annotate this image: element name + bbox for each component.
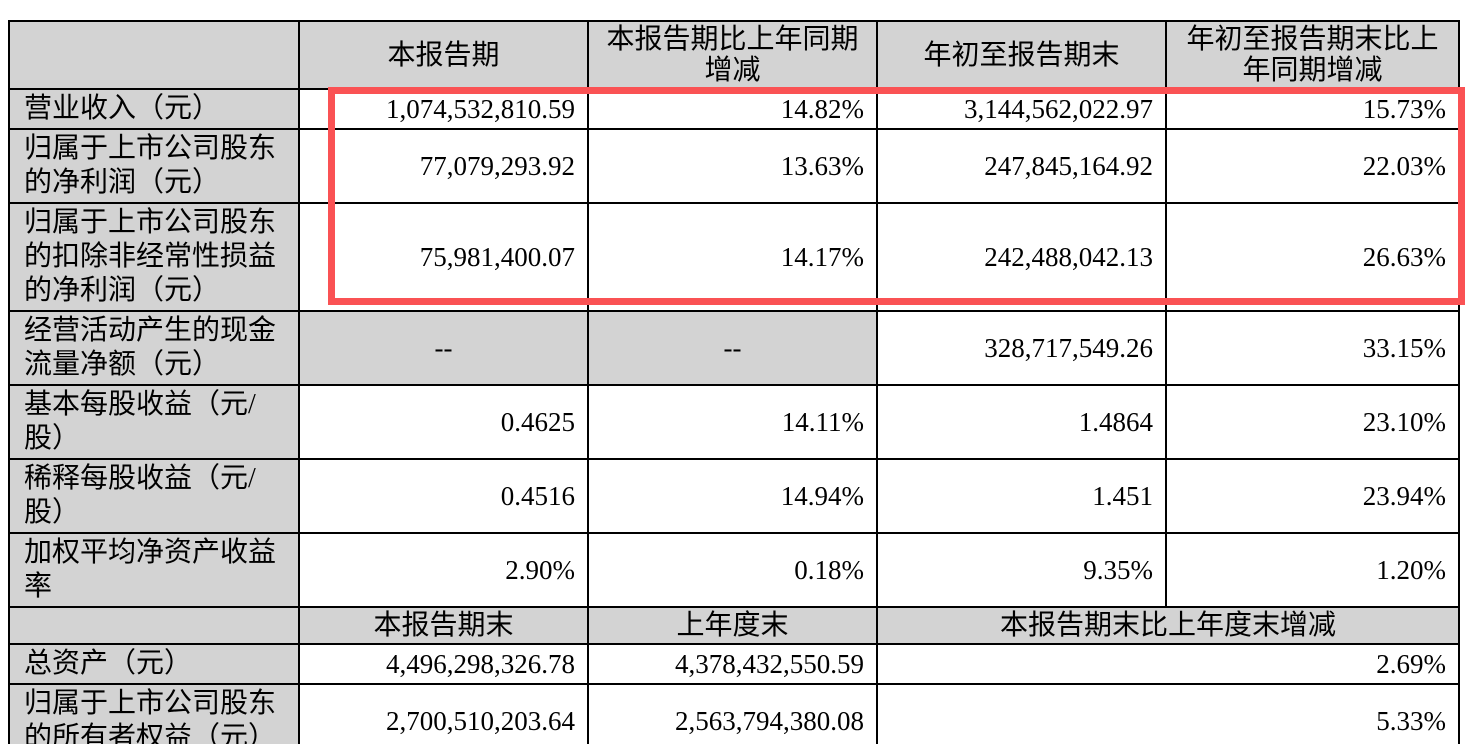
value-cell: 328,717,549.26 xyxy=(876,310,1167,386)
row-basic-eps: 基本每股收益（元/股） 0.4625 14.11% 1.4864 23.10% xyxy=(8,384,1460,460)
value-cell: 33.15% xyxy=(1165,310,1460,386)
value-cell: 1.451 xyxy=(876,458,1167,534)
value-cell: 0.4516 xyxy=(298,458,589,534)
value-cell: 23.10% xyxy=(1165,384,1460,460)
header-current-period: 本报告期 xyxy=(298,20,589,90)
row-label: 营业收入（元） xyxy=(8,88,300,130)
row-owners-equity: 归属于上市公司股东的所有者权益（元） 2,700,510,203.64 2,56… xyxy=(8,683,1460,744)
row-total-assets: 总资产（元） 4,496,298,326.78 4,378,432,550.59… xyxy=(8,643,1460,685)
header-row-period-end: 本报告期末 上年度末 本报告期末比上年度末增减 xyxy=(8,606,1460,645)
row-net-profit: 归属于上市公司股东的净利润（元） 77,079,293.92 13.63% 24… xyxy=(8,128,1460,204)
value-cell: 4,496,298,326.78 xyxy=(298,643,589,685)
value-cell: 14.17% xyxy=(587,202,878,312)
row-label: 总资产（元） xyxy=(8,643,300,685)
row-label: 稀释每股收益（元/股） xyxy=(8,458,300,534)
value-cell: 1.4864 xyxy=(876,384,1167,460)
row-label: 归属于上市公司股东的所有者权益（元） xyxy=(8,683,300,744)
row-label: 基本每股收益（元/股） xyxy=(8,384,300,460)
value-cell: 13.63% xyxy=(587,128,878,204)
row-label: 加权平均净资产收益率 xyxy=(8,532,300,608)
header-current-period-yoy-change: 本报告期比上年同期增减 xyxy=(587,20,878,90)
row-label: 归属于上市公司股东的净利润（元） xyxy=(8,128,300,204)
value-cell: 14.94% xyxy=(587,458,878,534)
value-cell: 5.33% xyxy=(876,683,1460,744)
value-cell: 14.82% xyxy=(587,88,878,130)
value-cell: 3,144,562,022.97 xyxy=(876,88,1167,130)
value-cell: 0.18% xyxy=(587,532,878,608)
value-cell: 2,700,510,203.64 xyxy=(298,683,589,744)
row-operating-revenue: 营业收入（元） 1,074,532,810.59 14.82% 3,144,56… xyxy=(8,88,1460,130)
header-corner-blank xyxy=(8,606,300,645)
value-cell: 242,488,042.13 xyxy=(876,202,1167,312)
header-ytd: 年初至报告期末 xyxy=(876,20,1167,90)
row-diluted-eps: 稀释每股收益（元/股） 0.4516 14.94% 1.451 23.94% xyxy=(8,458,1460,534)
value-cell: 2,563,794,380.08 xyxy=(587,683,878,744)
value-cell: 77,079,293.92 xyxy=(298,128,589,204)
value-cell: 247,845,164.92 xyxy=(876,128,1167,204)
value-cell: 4,378,432,550.59 xyxy=(587,643,878,685)
header-row-period: 本报告期 本报告期比上年同期增减 年初至报告期末 年初至报告期末比上年同期增减 xyxy=(8,20,1460,90)
value-cell: 15.73% xyxy=(1165,88,1460,130)
value-cell: 1,074,532,810.59 xyxy=(298,88,589,130)
value-cell: 2.69% xyxy=(876,643,1460,685)
value-cell-na: -- xyxy=(298,310,589,386)
header-ytd-yoy-change: 年初至报告期末比上年同期增减 xyxy=(1165,20,1460,90)
value-cell: 22.03% xyxy=(1165,128,1460,204)
value-cell: 9.35% xyxy=(876,532,1167,608)
value-cell: 1.20% xyxy=(1165,532,1460,608)
value-cell: 23.94% xyxy=(1165,458,1460,534)
header-period-end-vs-prior-year-end: 本报告期末比上年度末增减 xyxy=(876,606,1460,645)
value-cell: 75,981,400.07 xyxy=(298,202,589,312)
financial-summary-table: 本报告期 本报告期比上年同期增减 年初至报告期末 年初至报告期末比上年同期增减 … xyxy=(8,20,1460,744)
header-corner-blank xyxy=(8,20,300,90)
value-cell: 0.4625 xyxy=(298,384,589,460)
value-cell: 2.90% xyxy=(298,532,589,608)
header-prior-year-end: 上年度末 xyxy=(587,606,878,645)
row-label: 经营活动产生的现金流量净额（元） xyxy=(8,310,300,386)
header-current-period-end: 本报告期末 xyxy=(298,606,589,645)
value-cell: 26.63% xyxy=(1165,202,1460,312)
row-operating-cash-flow: 经营活动产生的现金流量净额（元） -- -- 328,717,549.26 33… xyxy=(8,310,1460,386)
value-cell: 14.11% xyxy=(587,384,878,460)
row-net-profit-excl-nonrecurring: 归属于上市公司股东的扣除非经常性损益的净利润（元） 75,981,400.07 … xyxy=(8,202,1460,312)
row-label: 归属于上市公司股东的扣除非经常性损益的净利润（元） xyxy=(8,202,300,312)
value-cell-na: -- xyxy=(587,310,878,386)
row-weighted-avg-roe: 加权平均净资产收益率 2.90% 0.18% 9.35% 1.20% xyxy=(8,532,1460,608)
